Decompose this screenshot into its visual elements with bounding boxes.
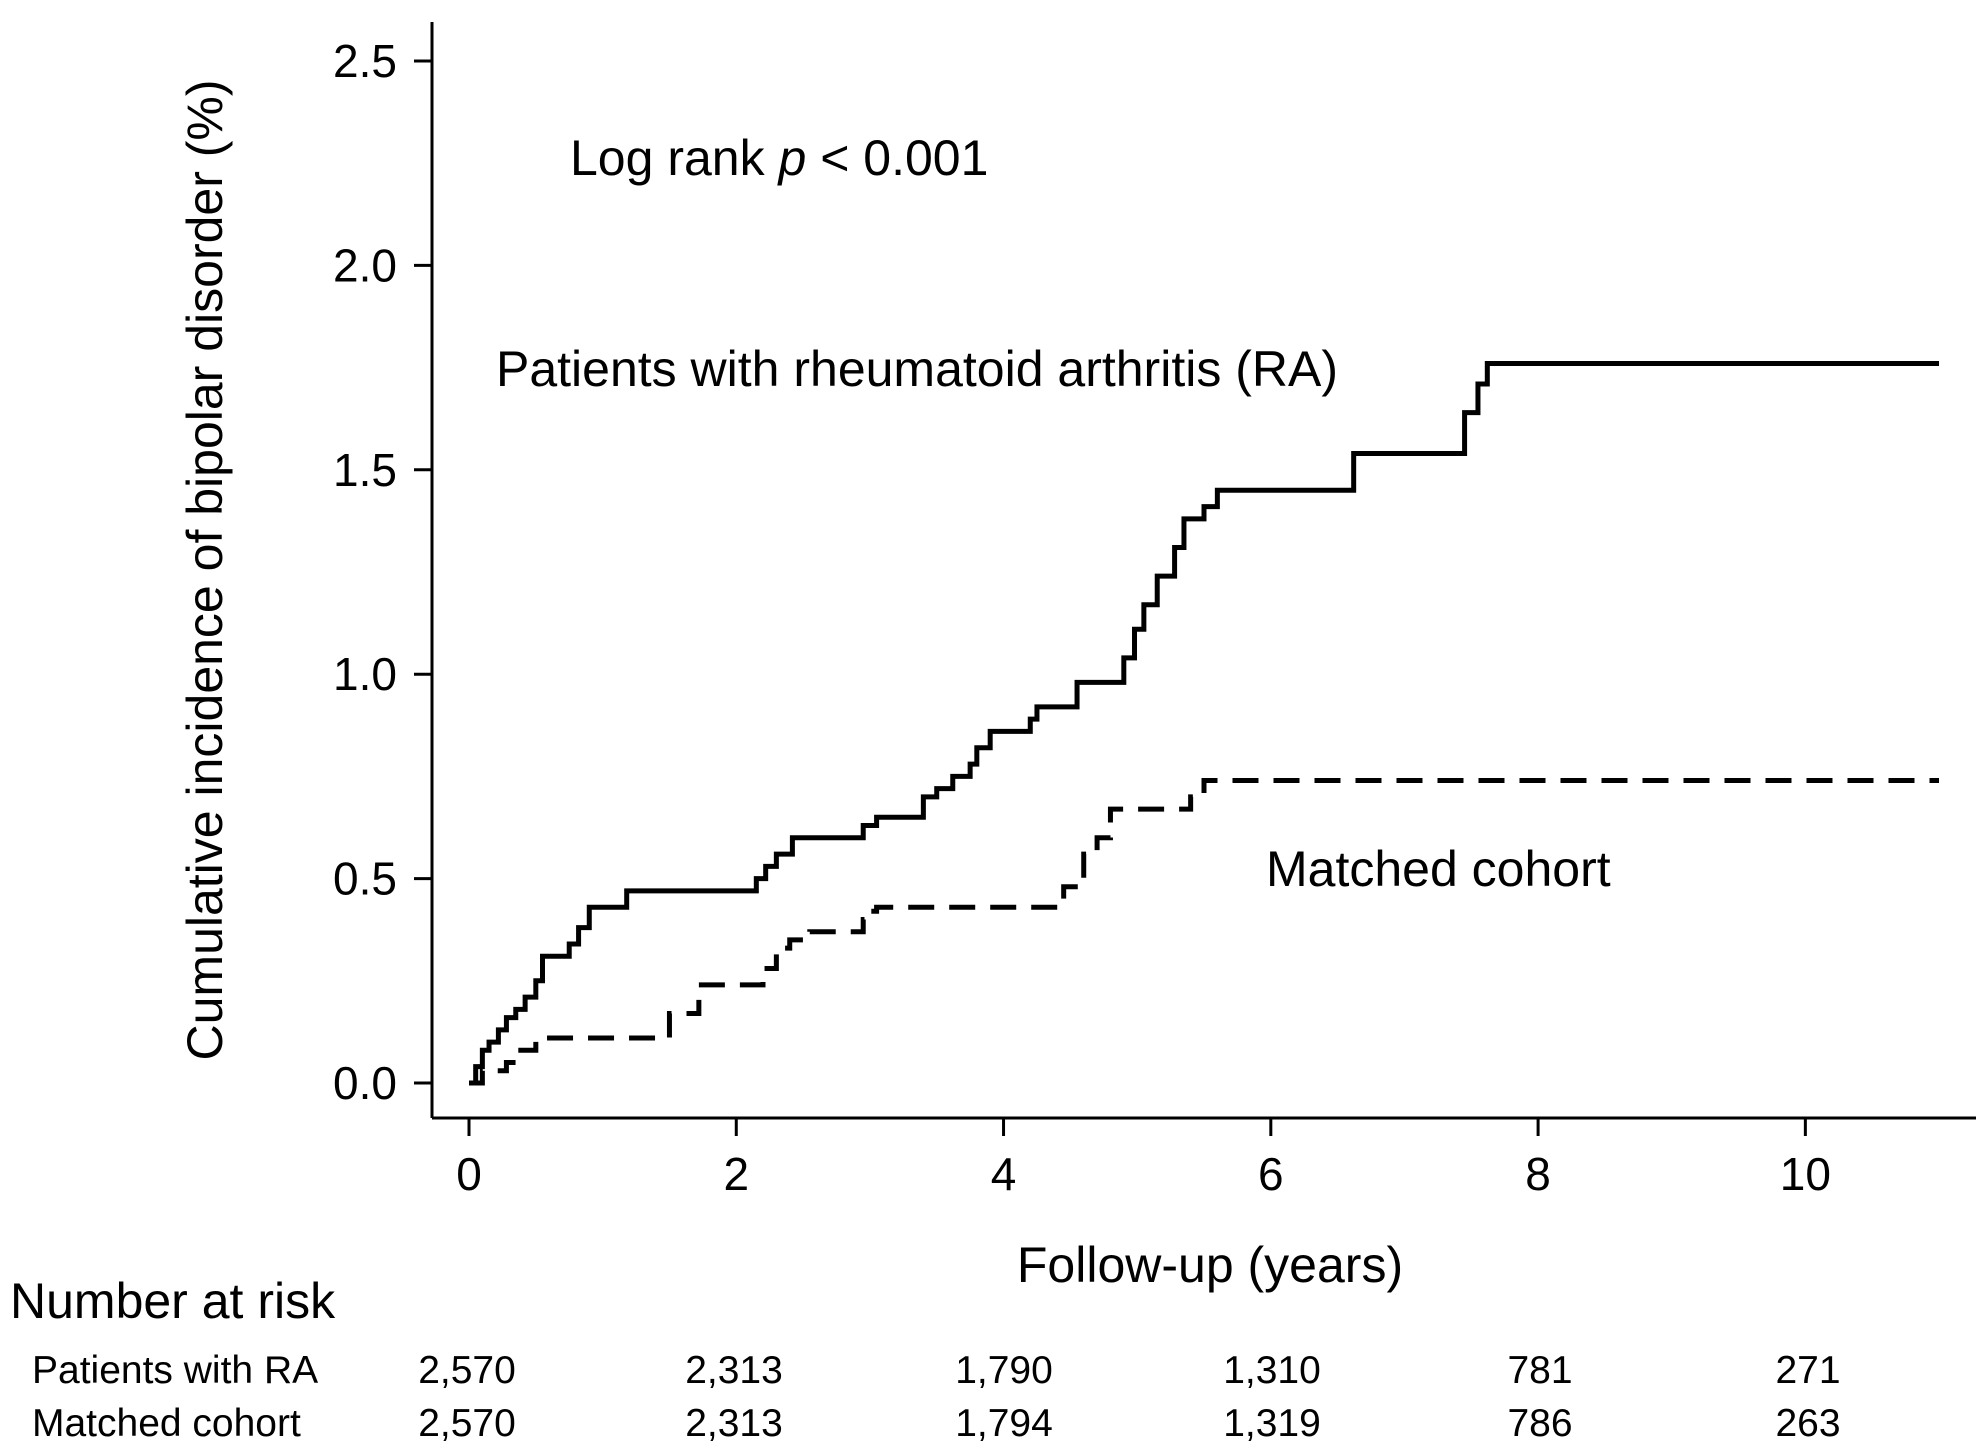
x-tick-label: 8 [1525,1148,1551,1200]
x-tick-label: 4 [991,1148,1017,1200]
risk-row-label-matched: Matched cohort [32,1402,301,1445]
risk-value: 781 [1507,1349,1572,1392]
y-axis-label: Cumulative incidence of bipolar disorder… [177,79,233,1060]
x-tick-label: 0 [456,1148,482,1200]
risk-value: 2,570 [418,1349,516,1392]
x-tick-label: 10 [1780,1148,1831,1200]
y-tick-label: 2.5 [333,35,397,87]
y-tick-label: 0.0 [333,1057,397,1109]
y-ticks: 0.0 0.5 1.0 1.5 2.0 2.5 [333,35,432,1109]
log-rank-suffix: < 0.001 [806,130,988,186]
x-tick-label: 6 [1258,1148,1284,1200]
x-tick-label: 2 [723,1148,749,1200]
risk-value: 1,319 [1223,1402,1321,1445]
risk-value: 2,313 [685,1402,783,1445]
series-line-matched [469,777,1939,1086]
series-layer [469,361,1939,1086]
risk-row-label-ra: Patients with RA [32,1349,318,1392]
risk-value: 2,570 [418,1402,516,1445]
y-tick-label: 1.0 [333,648,397,700]
x-axis-label: Follow-up (years) [1017,1237,1403,1293]
matched-series-label: Matched cohort [1266,841,1611,897]
y-tick-label: 2.0 [333,239,397,291]
log-rank-prefix: Log rank [570,130,778,186]
y-tick-label: 1.5 [333,444,397,496]
log-rank-annotation: Log rank p < 0.001 [570,130,988,186]
risk-row-ra: 2,570 2,313 1,790 1,310 781 271 [418,1349,1840,1392]
risk-value: 786 [1507,1402,1572,1445]
log-rank-p: p [776,130,806,186]
risk-value: 1,310 [1223,1349,1321,1392]
risk-row-matched: 2,570 2,313 1,794 1,319 786 263 [418,1402,1840,1445]
risk-table-title: Number at risk [10,1273,336,1329]
x-ticks: 0 2 4 6 8 10 [456,1118,1831,1200]
ra-series-label: Patients with rheumatoid arthritis (RA) [496,341,1338,397]
risk-value: 1,790 [955,1349,1053,1392]
series-line-ra [469,361,1939,1086]
risk-value: 271 [1775,1349,1840,1392]
risk-value: 1,794 [955,1402,1053,1445]
risk-value: 2,313 [685,1349,783,1392]
risk-value: 263 [1775,1402,1840,1445]
y-tick-label: 0.5 [333,853,397,905]
